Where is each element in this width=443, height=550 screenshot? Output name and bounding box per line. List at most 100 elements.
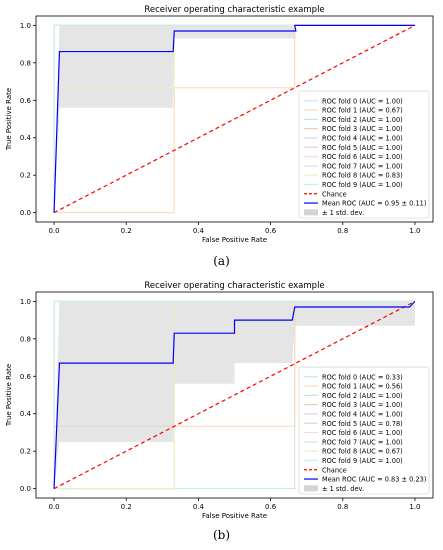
legend-label: Chance <box>322 466 347 474</box>
legend-item: ROC fold 1 (AUC = 0.67) <box>304 107 403 115</box>
x-tick-label: 0.6 <box>265 227 277 235</box>
legend-label: ROC fold 0 (AUC = 1.00) <box>322 97 403 105</box>
y-tick-label: 0.4 <box>20 134 32 142</box>
legend-label: ROC fold 3 (AUC = 1.00) <box>322 125 403 133</box>
x-tick-label: 0.4 <box>193 227 205 235</box>
legend-label: ROC fold 1 (AUC = 0.67) <box>322 107 403 115</box>
x-tick-label: 0.0 <box>48 503 59 511</box>
y-tick-label: 0.4 <box>20 410 32 418</box>
legend-item: ROC fold 8 (AUC = 0.67) <box>304 448 403 456</box>
y-axis-label: True Positive Rate <box>5 364 13 427</box>
x-tick-label: 1.0 <box>409 503 420 511</box>
legend-label: Mean ROC (AUC = 0.95 ± 0.11) <box>322 200 426 208</box>
std-band <box>54 25 415 213</box>
chart-title: Receiver operating characteristic exampl… <box>144 5 324 15</box>
y-tick-label: 0.0 <box>20 209 31 217</box>
legend: ROC fold 0 (AUC = 0.33) ROC fold 1 (AUC =… <box>298 366 430 495</box>
legend-label: Chance <box>322 190 347 198</box>
x-tick-label: 0.0 <box>48 227 59 235</box>
legend-label: Mean ROC (AUC = 0.83 ± 0.23) <box>322 476 426 484</box>
legend-swatch <box>304 209 318 216</box>
plot-frame <box>35 291 434 499</box>
x-tick-label: 0.2 <box>121 227 132 235</box>
legend-item: ROC fold 6 (AUC = 1.00) <box>304 153 403 161</box>
x-axis-label: False Positive Rate <box>202 236 267 244</box>
legend-item: ROC fold 8 (AUC = 0.83) <box>304 172 403 180</box>
legend-label: ROC fold 5 (AUC = 0.78) <box>322 420 403 428</box>
panel-label-b: (b) <box>212 528 231 542</box>
legend-item: ± 1 std. dev. <box>304 485 364 493</box>
legend-label: ROC fold 6 (AUC = 1.00) <box>322 429 403 437</box>
mean-roc-line <box>53 24 415 213</box>
x-tick-label: 0.4 <box>193 503 205 511</box>
legend-box <box>298 90 430 219</box>
legend-label: ± 1 std. dev. <box>322 485 364 493</box>
legend-label: ROC fold 4 (AUC = 1.00) <box>322 410 403 418</box>
legend-label: ROC fold 8 (AUC = 0.83) <box>322 172 403 180</box>
x-tick-label: 0.8 <box>337 227 348 235</box>
legend-label: ROC fold 7 (AUC = 1.00) <box>322 438 403 446</box>
legend-label: ROC fold 5 (AUC = 1.00) <box>322 144 403 152</box>
x-tick-label: 1.0 <box>409 227 420 235</box>
legend-item: ROC fold 4 (AUC = 1.00) <box>304 410 403 418</box>
x-tick-label: 0.2 <box>121 503 132 511</box>
legend-label: ROC fold 7 (AUC = 1.00) <box>322 162 403 170</box>
legend-box <box>298 366 430 495</box>
legend-label: ROC fold 0 (AUC = 0.33) <box>322 373 403 381</box>
legend-swatch <box>304 485 318 492</box>
legend-item: ROC fold 2 (AUC = 1.00) <box>304 116 403 124</box>
y-tick-label: 0.2 <box>20 448 31 456</box>
x-tick-label: 0.8 <box>337 503 348 511</box>
legend-label: ROC fold 9 (AUC = 1.00) <box>322 457 403 465</box>
legend-label: ± 1 std. dev. <box>322 209 364 217</box>
roc-fold-9 <box>53 300 415 489</box>
y-tick-label: 0.2 <box>20 172 31 180</box>
legend-item: ROC fold 6 (AUC = 1.00) <box>304 429 403 437</box>
legend-item: ± 1 std. dev. <box>304 209 364 217</box>
y-tick-label: 1.0 <box>20 22 31 30</box>
legend-item: ROC fold 0 (AUC = 0.33) <box>304 373 403 381</box>
legend-label: ROC fold 6 (AUC = 1.00) <box>322 153 403 161</box>
legend-item: ROC fold 0 (AUC = 1.00) <box>304 97 403 105</box>
legend: ROC fold 0 (AUC = 1.00) ROC fold 1 (AUC =… <box>298 90 430 219</box>
legend-item: ROC fold 1 (AUC = 0.56) <box>304 383 403 391</box>
x-tick-label: 0.6 <box>265 503 277 511</box>
legend-item: ROC fold 3 (AUC = 1.00) <box>304 401 403 409</box>
y-axis-label: True Positive Rate <box>5 88 13 151</box>
plot-frame <box>35 15 434 223</box>
legend-item: ROC fold 3 (AUC = 1.00) <box>304 125 403 133</box>
legend-item: ROC fold 9 (AUC = 1.00) <box>304 457 403 465</box>
chance-line <box>53 300 416 490</box>
legend-item: Chance <box>304 466 347 474</box>
legend-item: ROC fold 7 (AUC = 1.00) <box>304 438 403 446</box>
y-tick-label: 0.8 <box>20 335 31 343</box>
legend-item: ROC fold 9 (AUC = 1.00) <box>304 181 403 189</box>
legend-item: Mean ROC (AUC = 0.95 ± 0.11) <box>304 200 426 208</box>
legend-item: ROC fold 4 (AUC = 1.00) <box>304 134 403 142</box>
legend-item: ROC fold 5 (AUC = 0.78) <box>304 420 403 428</box>
legend-label: ROC fold 1 (AUC = 0.56) <box>322 383 403 391</box>
chart-title: Receiver operating characteristic exampl… <box>144 281 324 291</box>
y-tick-label: 0.6 <box>20 97 32 105</box>
legend-item: ROC fold 7 (AUC = 1.00) <box>304 162 403 170</box>
legend-item: Mean ROC (AUC = 0.83 ± 0.23) <box>304 476 426 484</box>
legend-label: ROC fold 2 (AUC = 1.00) <box>322 116 403 124</box>
legend-label: ROC fold 2 (AUC = 1.00) <box>322 392 403 400</box>
y-tick-label: 1.0 <box>20 298 31 306</box>
legend-label: ROC fold 4 (AUC = 1.00) <box>322 134 403 142</box>
y-tick-label: 0.8 <box>20 59 31 67</box>
legend-label: ROC fold 9 (AUC = 1.00) <box>322 181 403 189</box>
legend-label: ROC fold 8 (AUC = 0.67) <box>322 448 403 456</box>
chart-panel-a: 0.0 0.2 0.4 0.6 0.8 1.0 0.0 0.2 0.4 0.6 0.8 1.0 Rece… <box>5 5 434 244</box>
chart-panel-b: 0.0 0.2 0.4 0.6 0.8 1.0 0.0 0.2 0.4 0.6 0.8 1.0 Rece… <box>5 281 434 520</box>
mean-roc-line <box>53 300 416 489</box>
legend-item: ROC fold 5 (AUC = 1.00) <box>304 144 403 152</box>
chance-line <box>53 24 416 214</box>
x-axis-label: False Positive Rate <box>202 512 267 520</box>
legend-label: ROC fold 3 (AUC = 1.00) <box>322 401 403 409</box>
legend-item: ROC fold 2 (AUC = 1.00) <box>304 392 403 400</box>
panel-label-a: (a) <box>213 254 230 268</box>
y-tick-label: 0.0 <box>20 485 31 493</box>
legend-item: Chance <box>304 190 347 198</box>
